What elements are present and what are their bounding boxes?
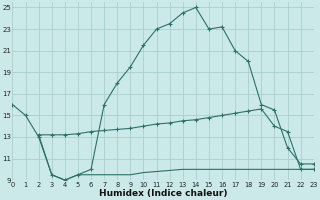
- X-axis label: Humidex (Indice chaleur): Humidex (Indice chaleur): [99, 189, 227, 198]
